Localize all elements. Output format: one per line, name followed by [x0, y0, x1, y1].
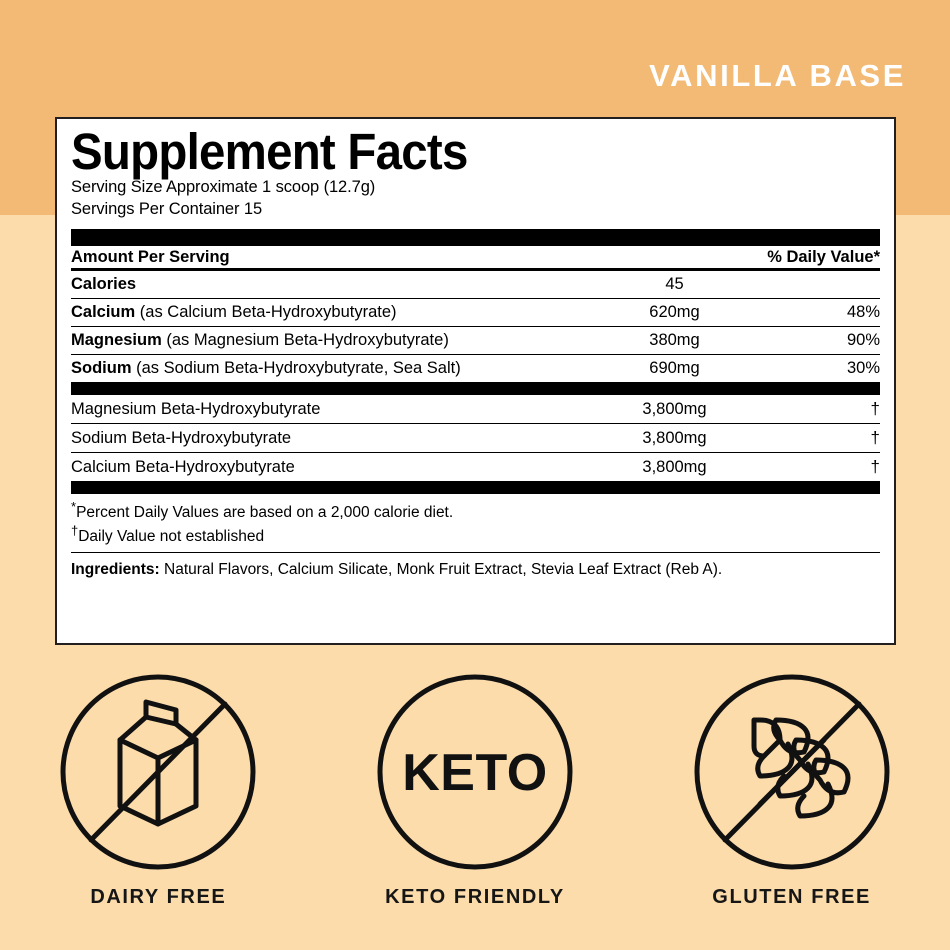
table-row: Calories 45: [71, 270, 880, 299]
table-row: Magnesium (as Magnesium Beta-Hydroxybuty…: [71, 326, 880, 355]
badge-keto-friendly: KETO KETO FRIENDLY: [345, 672, 605, 909]
servings-per-container-line: Servings Per Container 15: [71, 199, 263, 218]
nutrient-name: Magnesium: [71, 330, 162, 349]
table-row: Calcium (as Calcium Beta-Hydroxybutyrate…: [71, 298, 880, 327]
blend-table: Magnesium Beta-Hydroxybutyrate 3,800mg † So…: [71, 394, 880, 481]
nutrient-amount: 45: [587, 270, 762, 299]
daily-value-header: % Daily Value*: [767, 247, 880, 266]
footnote-dagger-mark: †: [71, 522, 79, 538]
serving-size-line: Serving Size Approximate 1 scoop (12.7g): [71, 177, 376, 196]
nutrient-name-cell: Calories: [71, 270, 587, 299]
nutrient-daily-value: [762, 270, 880, 299]
badge-label-keto-friendly: KETO FRIENDLY: [385, 886, 565, 908]
milk-carton-no-icon: [58, 672, 258, 872]
footnote-star-mark: *: [71, 498, 77, 514]
nutrient-name-cell: Sodium (as Sodium Beta-Hydroxybutyrate, …: [71, 354, 587, 382]
divider-bar-top: [71, 228, 880, 246]
table-row: Calcium Beta-Hydroxybutyrate 3,800mg †: [71, 452, 880, 481]
ingredients-line: Ingredients: Natural Flavors, Calcium Si…: [71, 553, 880, 580]
nutrients-table: Calories 45 Calcium (as Calcium Beta-Hydro…: [71, 270, 880, 382]
amount-per-serving-header: Amount Per Serving: [71, 247, 230, 266]
nutrient-description: (as Calcium Beta-Hydroxybutyrate): [135, 302, 397, 321]
blend-amount: 3,800mg: [642, 457, 707, 476]
badge-label-dairy-free: DAIRY FREE: [90, 886, 227, 908]
nutrient-daily-value: 48%: [762, 298, 880, 327]
blend-daily-value: †: [870, 456, 880, 476]
nutrient-name-cell: Calcium (as Calcium Beta-Hydroxybutyrate…: [71, 298, 587, 327]
nutrient-daily-value: 30%: [846, 358, 880, 377]
blend-tbody: Magnesium Beta-Hydroxybutyrate 3,800mg † So…: [71, 394, 880, 481]
table-header-row: Amount Per Serving % Daily Value*: [71, 246, 880, 271]
blend-daily-value: †: [762, 423, 880, 453]
flavor-title: VANILLA BASE: [649, 58, 906, 93]
nutrient-amount: 620mg: [587, 298, 762, 327]
nutrient-description: (as Magnesium Beta-Hydroxybutyrate): [161, 330, 449, 349]
blend-name: Magnesium Beta-Hydroxybutyrate: [71, 394, 587, 424]
nutrient-name-cell: Magnesium (as Magnesium Beta-Hydroxybuty…: [71, 326, 587, 355]
footnotes: *Percent Daily Values are based on a 2,0…: [71, 494, 880, 554]
blend-amount: 3,800mg: [587, 423, 762, 453]
table-row: Magnesium Beta-Hydroxybutyrate 3,800mg †: [71, 394, 880, 424]
keto-inner-text: KETO: [402, 744, 548, 802]
table-row: Sodium (as Sodium Beta-Hydroxybutyrate, …: [71, 354, 880, 382]
blend-name: Sodium Beta-Hydroxybutyrate: [71, 423, 587, 453]
footnote-dagger-line: †Daily Value not established: [71, 523, 880, 547]
footnote-star-line: *Percent Daily Values are based on a 2,0…: [71, 499, 880, 523]
ingredients-text: Natural Flavors, Calcium Silicate, Monk …: [159, 561, 723, 579]
nutrient-description: (as Sodium Beta-Hydroxybutyrate, Sea Sal…: [131, 358, 461, 377]
badge-label-gluten-free: GLUTEN FREE: [712, 886, 871, 908]
footnote-dagger-text: Daily Value not established: [78, 527, 265, 545]
badge-dairy-free: DAIRY FREE: [28, 672, 288, 909]
blend-daily-value: †: [762, 394, 880, 424]
wheat-no-icon: [692, 672, 892, 872]
nutrient-name: Sodium: [71, 358, 132, 377]
ingredients-label: Ingredients:: [71, 561, 160, 579]
keto-circle-icon: KETO: [375, 672, 575, 872]
blend-amount: 3,800mg: [587, 394, 762, 424]
nutrient-daily-value: 90%: [762, 326, 880, 355]
table-row: Sodium Beta-Hydroxybutyrate 3,800mg †: [71, 423, 880, 453]
nutrient-name: Calories: [71, 274, 137, 293]
badge-gluten-free: GLUTEN FREE: [662, 672, 922, 909]
nutrient-amount: 690mg: [649, 358, 700, 377]
supplement-facts-panel: Supplement Facts Serving Size Approximat…: [55, 117, 896, 645]
certification-badges: DAIRY FREE KETO KETO FRIENDLY: [0, 672, 950, 909]
divider-bar-middle: [71, 381, 880, 395]
nutrients-tbody: Calories 45 Calcium (as Calcium Beta-Hydro…: [71, 270, 880, 382]
panel-title: Supplement Facts: [71, 123, 468, 180]
nutrient-name: Calcium: [71, 302, 136, 321]
footnote-star-text: Percent Daily Values are based on a 2,00…: [76, 504, 454, 521]
nutrient-amount: 380mg: [587, 326, 762, 355]
divider-bar-bottom: [71, 480, 880, 494]
blend-name: Calcium Beta-Hydroxybutyrate: [71, 457, 295, 476]
